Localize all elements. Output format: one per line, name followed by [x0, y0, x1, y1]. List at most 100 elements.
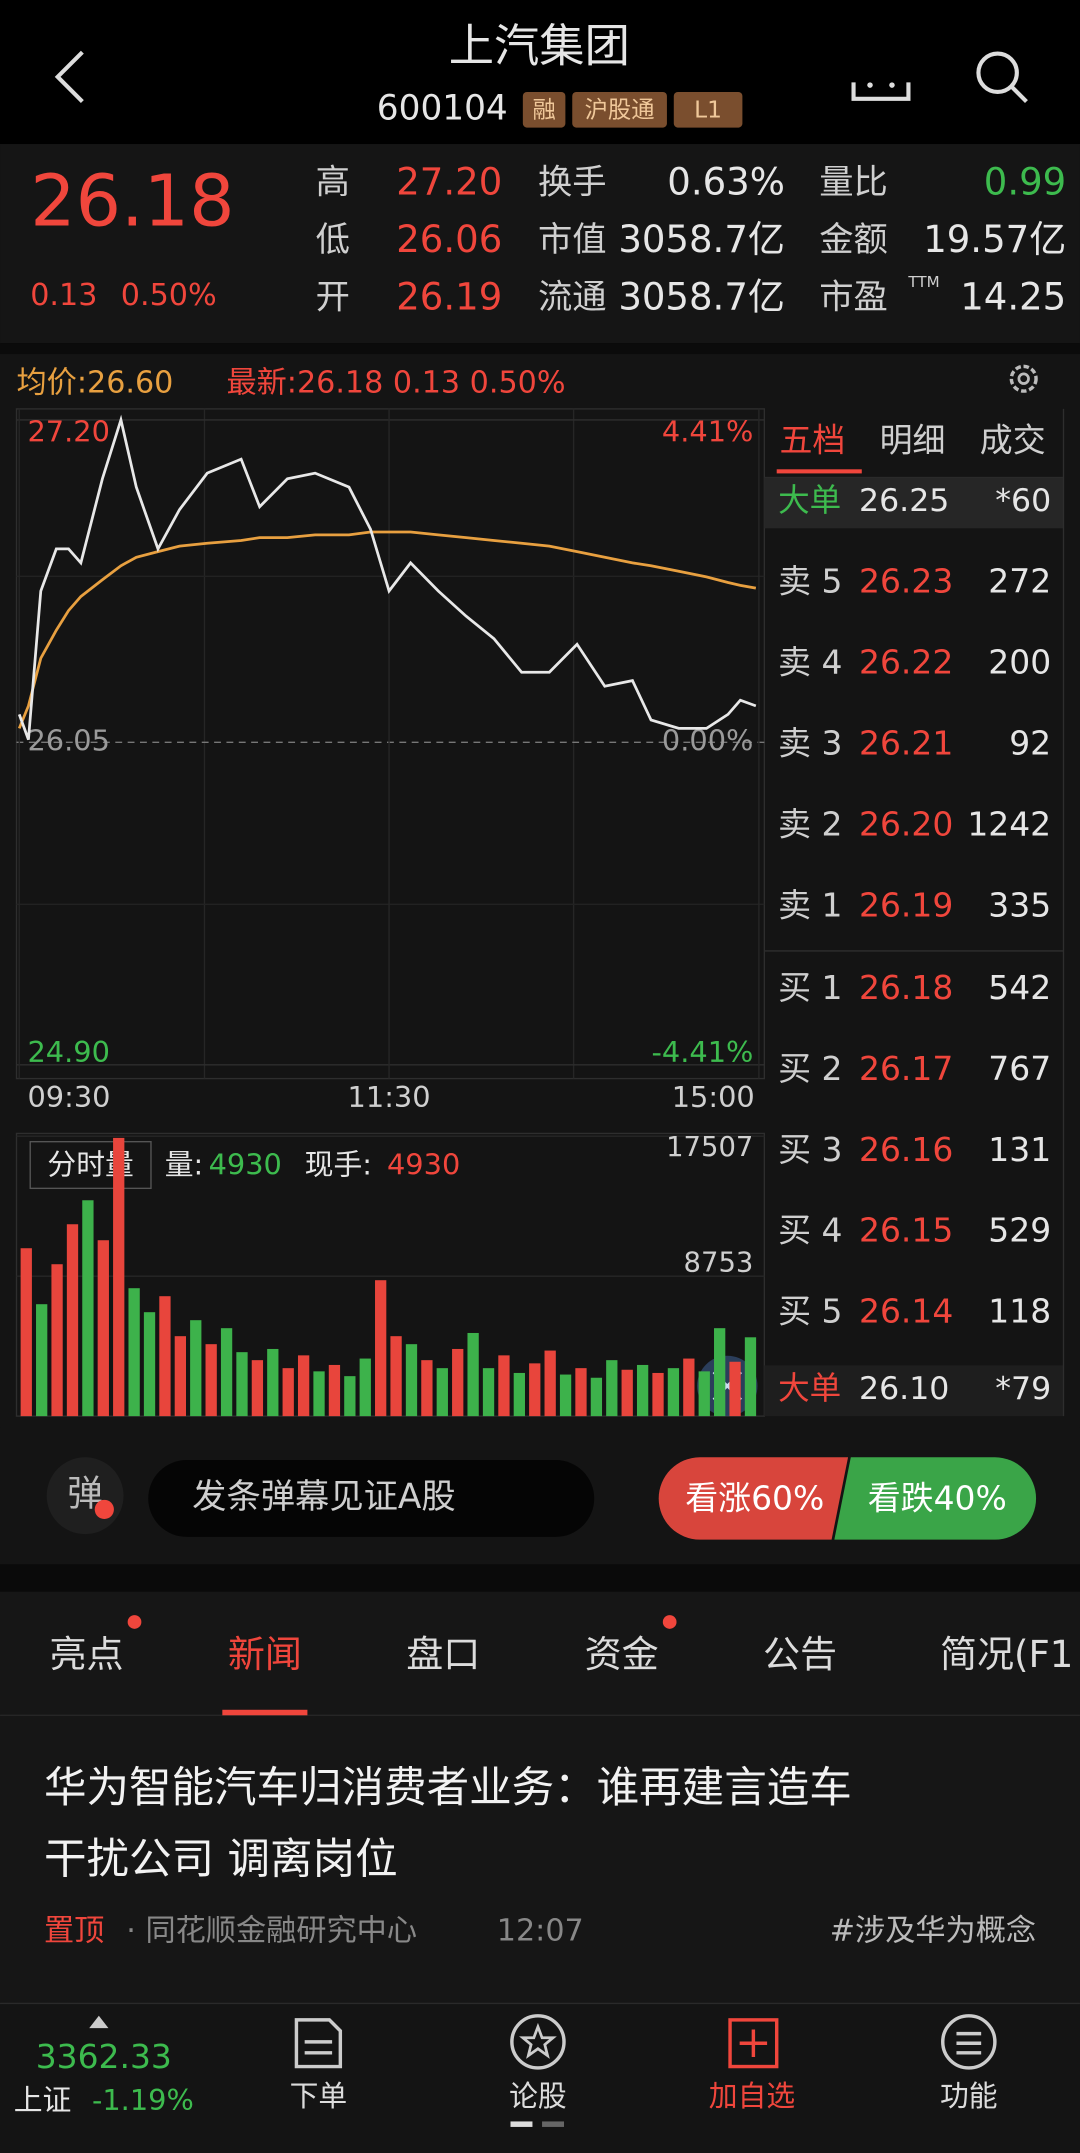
tag: L1 [694, 97, 722, 124]
order-label: 买 1 [778, 968, 842, 1007]
stat-value: 26.19 [396, 276, 502, 319]
section-tab[interactable]: 资金 [585, 1633, 659, 1676]
menu-icon [956, 2031, 982, 2055]
hand-value: 4930 [387, 1147, 460, 1181]
tag-bg [673, 91, 743, 128]
hand-label: 现手: [305, 1147, 372, 1181]
latest-price: 最新:26.18 0.13 0.50% [226, 366, 565, 401]
section-tab[interactable]: 亮点 [49, 1633, 123, 1676]
search-icon [1009, 84, 1028, 103]
nav-item[interactable]: 下单 [290, 2079, 348, 2113]
order-tab[interactable]: 五档 [779, 420, 845, 459]
order-label: 买 2 [778, 1049, 842, 1088]
settings-button[interactable] [1009, 364, 1038, 393]
volume-bar [544, 1350, 556, 1417]
order-price: 26.25 [859, 483, 949, 519]
section-tab[interactable]: 新闻 [228, 1633, 302, 1676]
danmaku-badge [94, 1499, 114, 1520]
volume-bar [421, 1360, 433, 1417]
y-tick-label: 8753 [684, 1247, 754, 1278]
order-volume: 272 [988, 562, 1051, 601]
section-tab[interactable]: 简况(F1 [940, 1633, 1073, 1676]
order-tab[interactable]: 明细 [880, 420, 946, 459]
news-source: · 同花顺金融研究中心 [126, 1914, 417, 1949]
nav-item[interactable]: 加自选 [709, 2079, 795, 2113]
volume-bar [190, 1320, 202, 1417]
menu-icon [941, 2014, 997, 2070]
back-button[interactable] [54, 50, 84, 103]
stat-label: 金额 [819, 220, 888, 260]
order-label: 买 5 [778, 1292, 842, 1331]
volume-bar [636, 1364, 649, 1417]
volume-bar [498, 1355, 510, 1417]
order-price: 26.23 [859, 562, 953, 601]
volume-bar [159, 1296, 171, 1417]
volume-bar [482, 1368, 495, 1417]
order-price: 26.14 [859, 1292, 953, 1331]
order-label: 卖 4 [778, 643, 842, 682]
volume-bar [606, 1360, 618, 1417]
volume-bar [436, 1368, 448, 1417]
order-price: 26.15 [859, 1211, 953, 1250]
order-volume: *79 [995, 1371, 1051, 1407]
gear-icon [1009, 364, 1038, 393]
nav-item[interactable]: 功能 [940, 2079, 998, 2113]
stat-label: 量比 [819, 162, 888, 202]
bear-button[interactable] [834, 1457, 1037, 1540]
search-button[interactable] [976, 51, 1028, 103]
order-label: 买 4 [778, 1211, 842, 1250]
tab-underline [776, 469, 862, 474]
stat-label: 开 [316, 278, 350, 318]
expand-arrow [89, 2015, 109, 2029]
y-tick-label: 27.20 [27, 415, 109, 449]
tag-bg [572, 91, 667, 128]
order-label: 大单 [778, 483, 841, 519]
forum-icon [510, 2014, 566, 2070]
stat-label: 市盈 [819, 278, 888, 318]
y-tick-label: 26.05 [27, 723, 109, 757]
stat-label: 换手 [538, 162, 607, 202]
change-pct: 0.50% [121, 278, 217, 313]
volume-bar [128, 1288, 140, 1417]
stat-label: 流通 [538, 278, 607, 318]
section-tab[interactable]: 公告 [763, 1633, 837, 1676]
search-icon [976, 51, 1019, 94]
stock-name: 上汽集团 [449, 19, 630, 72]
stat-value: 3058.7亿 [618, 276, 785, 319]
volume-bar [698, 1371, 710, 1417]
stat-value: 3058.7亿 [618, 218, 785, 261]
price-frame [15, 408, 766, 1080]
section-tab[interactable]: 盘口 [406, 1633, 480, 1676]
order-volume: 529 [988, 1211, 1051, 1250]
volume-bar [375, 1280, 387, 1417]
volume-bar [652, 1372, 664, 1417]
volume-bar [174, 1336, 186, 1417]
volume-bar [729, 1361, 741, 1417]
news-title[interactable]: 华为智能汽车归消费者业务：谁再建言造车 [44, 1764, 852, 1813]
order-price: 26.21 [859, 724, 953, 763]
bear-label: 看跌40% [868, 1478, 1007, 1517]
order-volume: 542 [988, 968, 1051, 1007]
volume-bar [344, 1376, 356, 1417]
tab-badge [662, 1615, 677, 1629]
order-tab[interactable]: 成交 [980, 420, 1046, 459]
order-price: 26.10 [859, 1371, 949, 1407]
chat-dot [867, 82, 873, 88]
y-tick-label: 17507 [666, 1132, 753, 1163]
stat-value: 0.63% [667, 160, 785, 203]
volume-bar [744, 1337, 757, 1417]
stat-value: 27.20 [396, 160, 502, 203]
chat-button[interactable] [851, 82, 911, 101]
nav-item[interactable]: 论股 [509, 2079, 567, 2113]
news-title[interactable]: 干扰公司 调离岗位 [44, 1836, 398, 1885]
bull-button[interactable] [658, 1457, 849, 1540]
news-time: 12:07 [497, 1914, 584, 1949]
order-price: 26.20 [859, 805, 953, 844]
danmaku-input[interactable] [148, 1460, 595, 1537]
volume-bar [452, 1348, 464, 1417]
volume-bar [143, 1312, 156, 1417]
order-price: 26.16 [859, 1130, 953, 1169]
news-tag[interactable]: #涉及华为概念 [830, 1914, 1036, 1949]
add-icon [739, 2029, 768, 2057]
